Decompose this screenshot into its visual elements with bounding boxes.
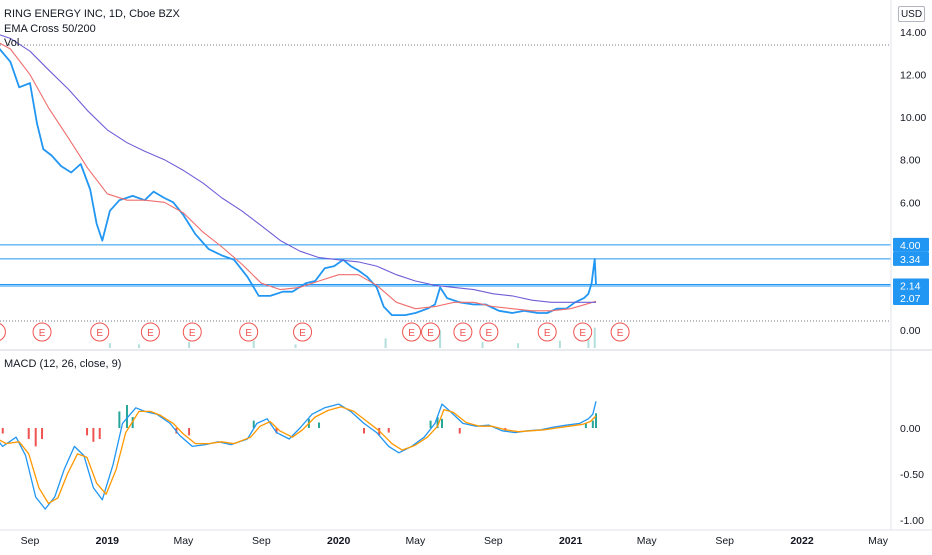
horizontal-lines xyxy=(0,245,891,286)
time-tick-label: May xyxy=(173,535,194,547)
volume-bar xyxy=(559,341,561,348)
symbol-title: RING ENERGY INC, 1D, Cboe BZX xyxy=(4,8,180,21)
price-tick-label: 12.00 xyxy=(900,70,926,82)
time-tick-label: Sep xyxy=(715,535,734,547)
earnings-marker-label: E xyxy=(427,328,434,339)
macd-histogram-bar xyxy=(459,428,461,434)
volume-bar xyxy=(253,341,255,348)
macd-histogram-bar xyxy=(99,428,101,439)
price-tag-label: 3.34 xyxy=(900,254,921,266)
ema_slow-series-line xyxy=(0,32,596,302)
macd-series xyxy=(0,401,597,509)
time-tick-label: 2020 xyxy=(327,535,351,547)
macd-histogram-bar xyxy=(41,428,43,439)
price-series xyxy=(0,32,596,315)
time-tick-label: 2021 xyxy=(559,535,583,547)
time-tick-label: Sep xyxy=(21,535,40,547)
macd-histogram-bar xyxy=(92,428,94,442)
earnings-marker-label: E xyxy=(189,328,196,339)
macd-tick-label: -0.50 xyxy=(900,469,924,481)
ema-legend[interactable]: EMA Cross 50/200 xyxy=(4,23,96,36)
macd-histogram-bar xyxy=(441,419,443,428)
signal-line-series xyxy=(0,407,596,504)
time-tick-label: Sep xyxy=(484,535,503,547)
earnings-marker-label: E xyxy=(460,328,467,339)
macd-histogram-bar xyxy=(595,413,597,428)
earnings-marker-label: E xyxy=(39,328,46,339)
time-tick-label: 2019 xyxy=(96,535,120,547)
earnings-markers: EEEEEEEEEEEEEE xyxy=(0,323,629,341)
macd-axis-ticks: 0.00 -0.50 -1.00 xyxy=(900,423,924,527)
price-tag-label: 2.07 xyxy=(900,293,921,305)
price-tag-label: 4.00 xyxy=(900,240,921,252)
volume-bars xyxy=(109,328,596,348)
macd-histogram-bar xyxy=(388,428,390,433)
macd-histogram-bar xyxy=(430,421,432,428)
time-tick-label: May xyxy=(637,535,658,547)
earnings-marker-label: E xyxy=(617,328,624,339)
price-tick-label: 0.00 xyxy=(900,325,921,337)
earnings-marker-label: E xyxy=(579,328,586,339)
price-tag-label: 2.14 xyxy=(900,280,921,292)
time-tick-label: 2022 xyxy=(790,535,814,547)
earnings-marker-label: E xyxy=(544,328,551,339)
time-tick-label: May xyxy=(868,535,889,547)
price-tick-label: 6.00 xyxy=(900,197,921,209)
volume-bar xyxy=(295,344,297,348)
currency-button[interactable]: USD xyxy=(898,6,925,22)
volume-bar xyxy=(594,328,596,348)
volume-bar xyxy=(385,338,387,348)
price-series-line xyxy=(0,34,596,315)
axes xyxy=(0,0,932,530)
macd-histogram-bar xyxy=(592,421,594,428)
macd-histogram-bar xyxy=(2,428,4,434)
earnings-marker-label: E xyxy=(245,328,252,339)
time-axis-ticks: Sep 2019 May Sep 2020 May Sep 2021 May Sep 2022 May xyxy=(21,535,889,547)
macd-tick-label: -1.00 xyxy=(900,515,924,527)
price-tick-label: 8.00 xyxy=(900,155,921,167)
volume-bar xyxy=(482,342,484,348)
ema_fast-series-line xyxy=(0,38,596,310)
macd-histogram-bar xyxy=(318,422,320,428)
macd-legend[interactable]: MACD (12, 26, close, 9) xyxy=(4,358,121,371)
macd-histogram-bar xyxy=(363,428,365,434)
macd-histogram-bar xyxy=(118,411,120,428)
time-tick-label: Sep xyxy=(252,535,271,547)
earnings-marker-label: E xyxy=(486,328,493,339)
price-tags: 4.00 3.34 2.142.07 xyxy=(893,238,929,305)
earnings-marker-label: E xyxy=(96,328,103,339)
macd-line-series xyxy=(0,401,596,509)
volume-bar xyxy=(188,342,190,348)
price-tick-label: 14.00 xyxy=(900,27,926,39)
volume-bar xyxy=(138,344,140,348)
earnings-marker xyxy=(0,323,5,341)
earnings-marker-label: E xyxy=(299,328,306,339)
volume-legend[interactable]: Vol xyxy=(4,37,19,50)
macd-tick-label: 0.00 xyxy=(900,423,921,435)
macd-histogram-bar xyxy=(188,428,190,435)
volume-bar xyxy=(517,343,519,348)
macd-histogram-bar xyxy=(35,428,37,446)
volume-bar xyxy=(109,343,111,348)
earnings-marker-label: E xyxy=(147,328,154,339)
macd-histogram-bar xyxy=(86,428,88,435)
time-tick-label: May xyxy=(405,535,426,547)
gridlines xyxy=(0,45,891,321)
price-tick-label: 10.00 xyxy=(900,112,926,124)
earnings-marker-label: E xyxy=(408,328,415,339)
macd-histogram-bar xyxy=(28,428,30,439)
